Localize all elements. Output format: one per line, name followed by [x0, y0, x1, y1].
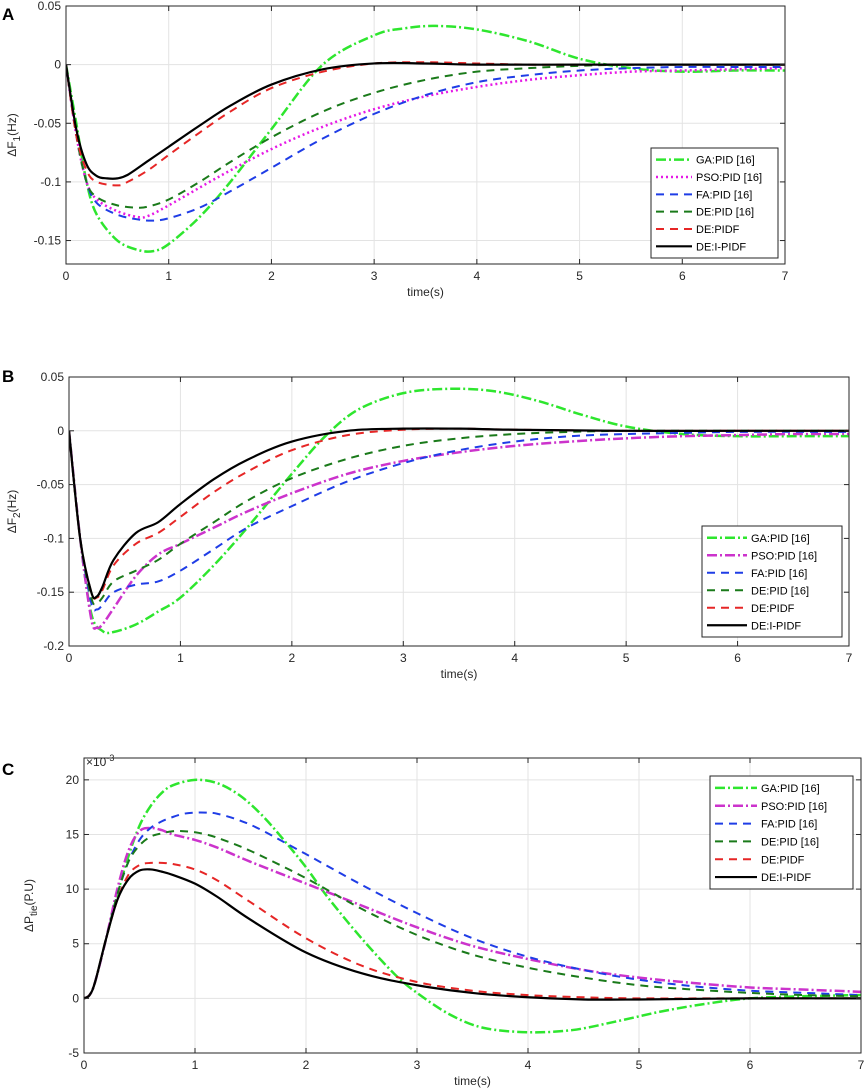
series-line-de-pidf	[84, 861, 861, 1000]
legend-entry-label: DE:PID [16]	[696, 207, 754, 219]
y-tick-label: 0.05	[41, 370, 65, 384]
x-tick-label: 6	[734, 651, 741, 665]
axes-frame	[83, 757, 862, 1054]
legend-entry-label: FA:PID [16]	[761, 819, 817, 831]
legend-entry-label: DE:PIDF	[761, 854, 805, 866]
legend-entry-label: PSO:PID [16]	[761, 801, 827, 813]
y-tick-label: 0	[72, 991, 79, 1005]
x-tick-label: 7	[846, 651, 853, 665]
x-tick-label: 4	[511, 651, 518, 665]
series-group	[66, 24, 785, 253]
series-line-fa-pid-16	[69, 430, 849, 612]
x-tick-label: 1	[165, 269, 172, 283]
x-tick-label: 7	[782, 269, 789, 283]
x-tick-label: 3	[414, 1058, 421, 1072]
legend-entry-label: DE:PID [16]	[751, 585, 809, 597]
legend-entry-label: DE:I-PIDF	[761, 872, 811, 884]
y-tick-label: -0.15	[34, 234, 62, 248]
y-tick-label: 15	[66, 827, 80, 841]
legend-entry-label: FA:PID [16]	[696, 189, 752, 201]
x-tick-label: 4	[525, 1058, 532, 1072]
x-tick-label: 5	[576, 269, 583, 283]
axes-frame	[68, 376, 850, 647]
series-line-pso-pid-16	[66, 64, 785, 219]
chart-panel-a: 0 1 2 3 4 5 6 7 -0.15 -0.1 -0.05 0 0.05 time(s) ΔF1(Hz…	[2, 0, 789, 299]
x-tick-label: 1	[192, 1058, 199, 1072]
x-axis-label: time(s)	[441, 667, 478, 681]
chart-panel-b: 0 1 2 3 4 5 6 7 -0.2 -0.15 -0.1 -0.05 0 0.05 time(s) ΔF…	[2, 367, 853, 681]
series-line-ga-pid-16	[84, 778, 861, 1034]
series-line-pso-pid-16	[69, 430, 849, 630]
series-line-de-i-pidf	[84, 868, 861, 1001]
y-tick-label: -0.2	[43, 639, 64, 653]
x-tick-label: 2	[303, 1058, 310, 1072]
x-tick-label: 4	[474, 269, 481, 283]
x-tick-label: 0	[66, 651, 73, 665]
legend-entry-label: DE:PIDF	[696, 224, 740, 236]
y-axis-label: ΔPtie(P.U)	[22, 879, 40, 932]
series-line-de-pid-16	[84, 829, 861, 1000]
y-exponent-label: ×10-3	[86, 753, 114, 769]
legend: GA:PID [16] PSO:PID [16] FA:PID [16] DE:PID…	[650, 147, 779, 259]
series-line-pso-pid-16	[84, 826, 861, 1000]
legend-box	[650, 147, 779, 259]
y-tick-label: -0.05	[34, 116, 62, 130]
series-line-ga-pid-16	[66, 24, 785, 253]
x-tick-label: 6	[747, 1058, 754, 1072]
legend-entry-label: DE:I-PIDF	[696, 241, 746, 253]
panel-letter: A	[2, 5, 14, 24]
series-line-fa-pid-16	[84, 811, 861, 1000]
x-tick-label: 2	[268, 269, 275, 283]
x-tick-label: 0	[81, 1058, 88, 1072]
panel-letter: C	[2, 760, 14, 779]
y-tick-label: 0	[57, 424, 64, 438]
x-tick-label: 1	[177, 651, 184, 665]
series-group	[84, 778, 861, 1034]
x-axis-label: time(s)	[454, 1074, 491, 1088]
y-tick-label: 0	[54, 58, 61, 72]
y-tick-label: 0.05	[38, 0, 62, 13]
legend-entry-label: PSO:PID [16]	[751, 550, 817, 562]
x-axis-label: time(s)	[407, 285, 444, 299]
series-line-fa-pid-16	[66, 64, 785, 222]
x-tick-label: 0	[63, 269, 70, 283]
legend: GA:PID [16] PSO:PID [16] FA:PID [16] DE:PID…	[709, 775, 854, 890]
x-tick-label: 2	[289, 651, 296, 665]
y-tick-label: -0.05	[37, 478, 65, 492]
y-tick-label: 10	[66, 882, 80, 896]
y-axis-label: ΔF2(Hz)	[5, 490, 23, 534]
x-tick-label: 5	[636, 1058, 643, 1072]
series-line-de-i-pidf	[66, 61, 785, 180]
x-tick-label: 6	[679, 269, 686, 283]
legend-entry-label: DE:I-PIDF	[751, 620, 801, 632]
y-axis-label: ΔF1(Hz)	[5, 113, 23, 157]
axes-frame	[65, 5, 786, 265]
series-group	[69, 387, 849, 635]
x-tick-label: 5	[623, 651, 630, 665]
legend: GA:PID [16] PSO:PID [16] FA:PID [16] DE:PID…	[701, 525, 843, 638]
legend-entry-label: DE:PID [16]	[761, 836, 819, 848]
series-line-de-i-pidf	[69, 427, 849, 600]
legend-entry-label: GA:PID [16]	[696, 155, 755, 167]
legend-entry-label: GA:PID [16]	[761, 783, 820, 795]
x-tick-label: 3	[371, 269, 378, 283]
y-tick-label: 20	[66, 773, 80, 787]
legend-box	[709, 775, 854, 890]
legend-entry-label: GA:PID [16]	[751, 533, 810, 545]
legend-entry-label: DE:PIDF	[751, 603, 795, 615]
y-tick-label: -0.1	[43, 531, 64, 545]
x-tick-label: 7	[858, 1058, 865, 1072]
legend-entry-label: FA:PID [16]	[751, 568, 807, 580]
chart-panel-c: 0 1 2 3 4 5 6 7-505101520time(s)ΔPtie(P.U)×10-3…	[2, 753, 865, 1088]
y-tick-label: -5	[68, 1046, 79, 1060]
y-tick-label: -0.1	[40, 175, 61, 189]
legend-entry-label: PSO:PID [16]	[696, 172, 762, 184]
x-tick-label: 3	[400, 651, 407, 665]
y-tick-label: -0.15	[37, 585, 65, 599]
y-tick-label: 5	[72, 937, 79, 951]
panel-letter: B	[2, 367, 14, 386]
legend-box	[701, 525, 843, 638]
